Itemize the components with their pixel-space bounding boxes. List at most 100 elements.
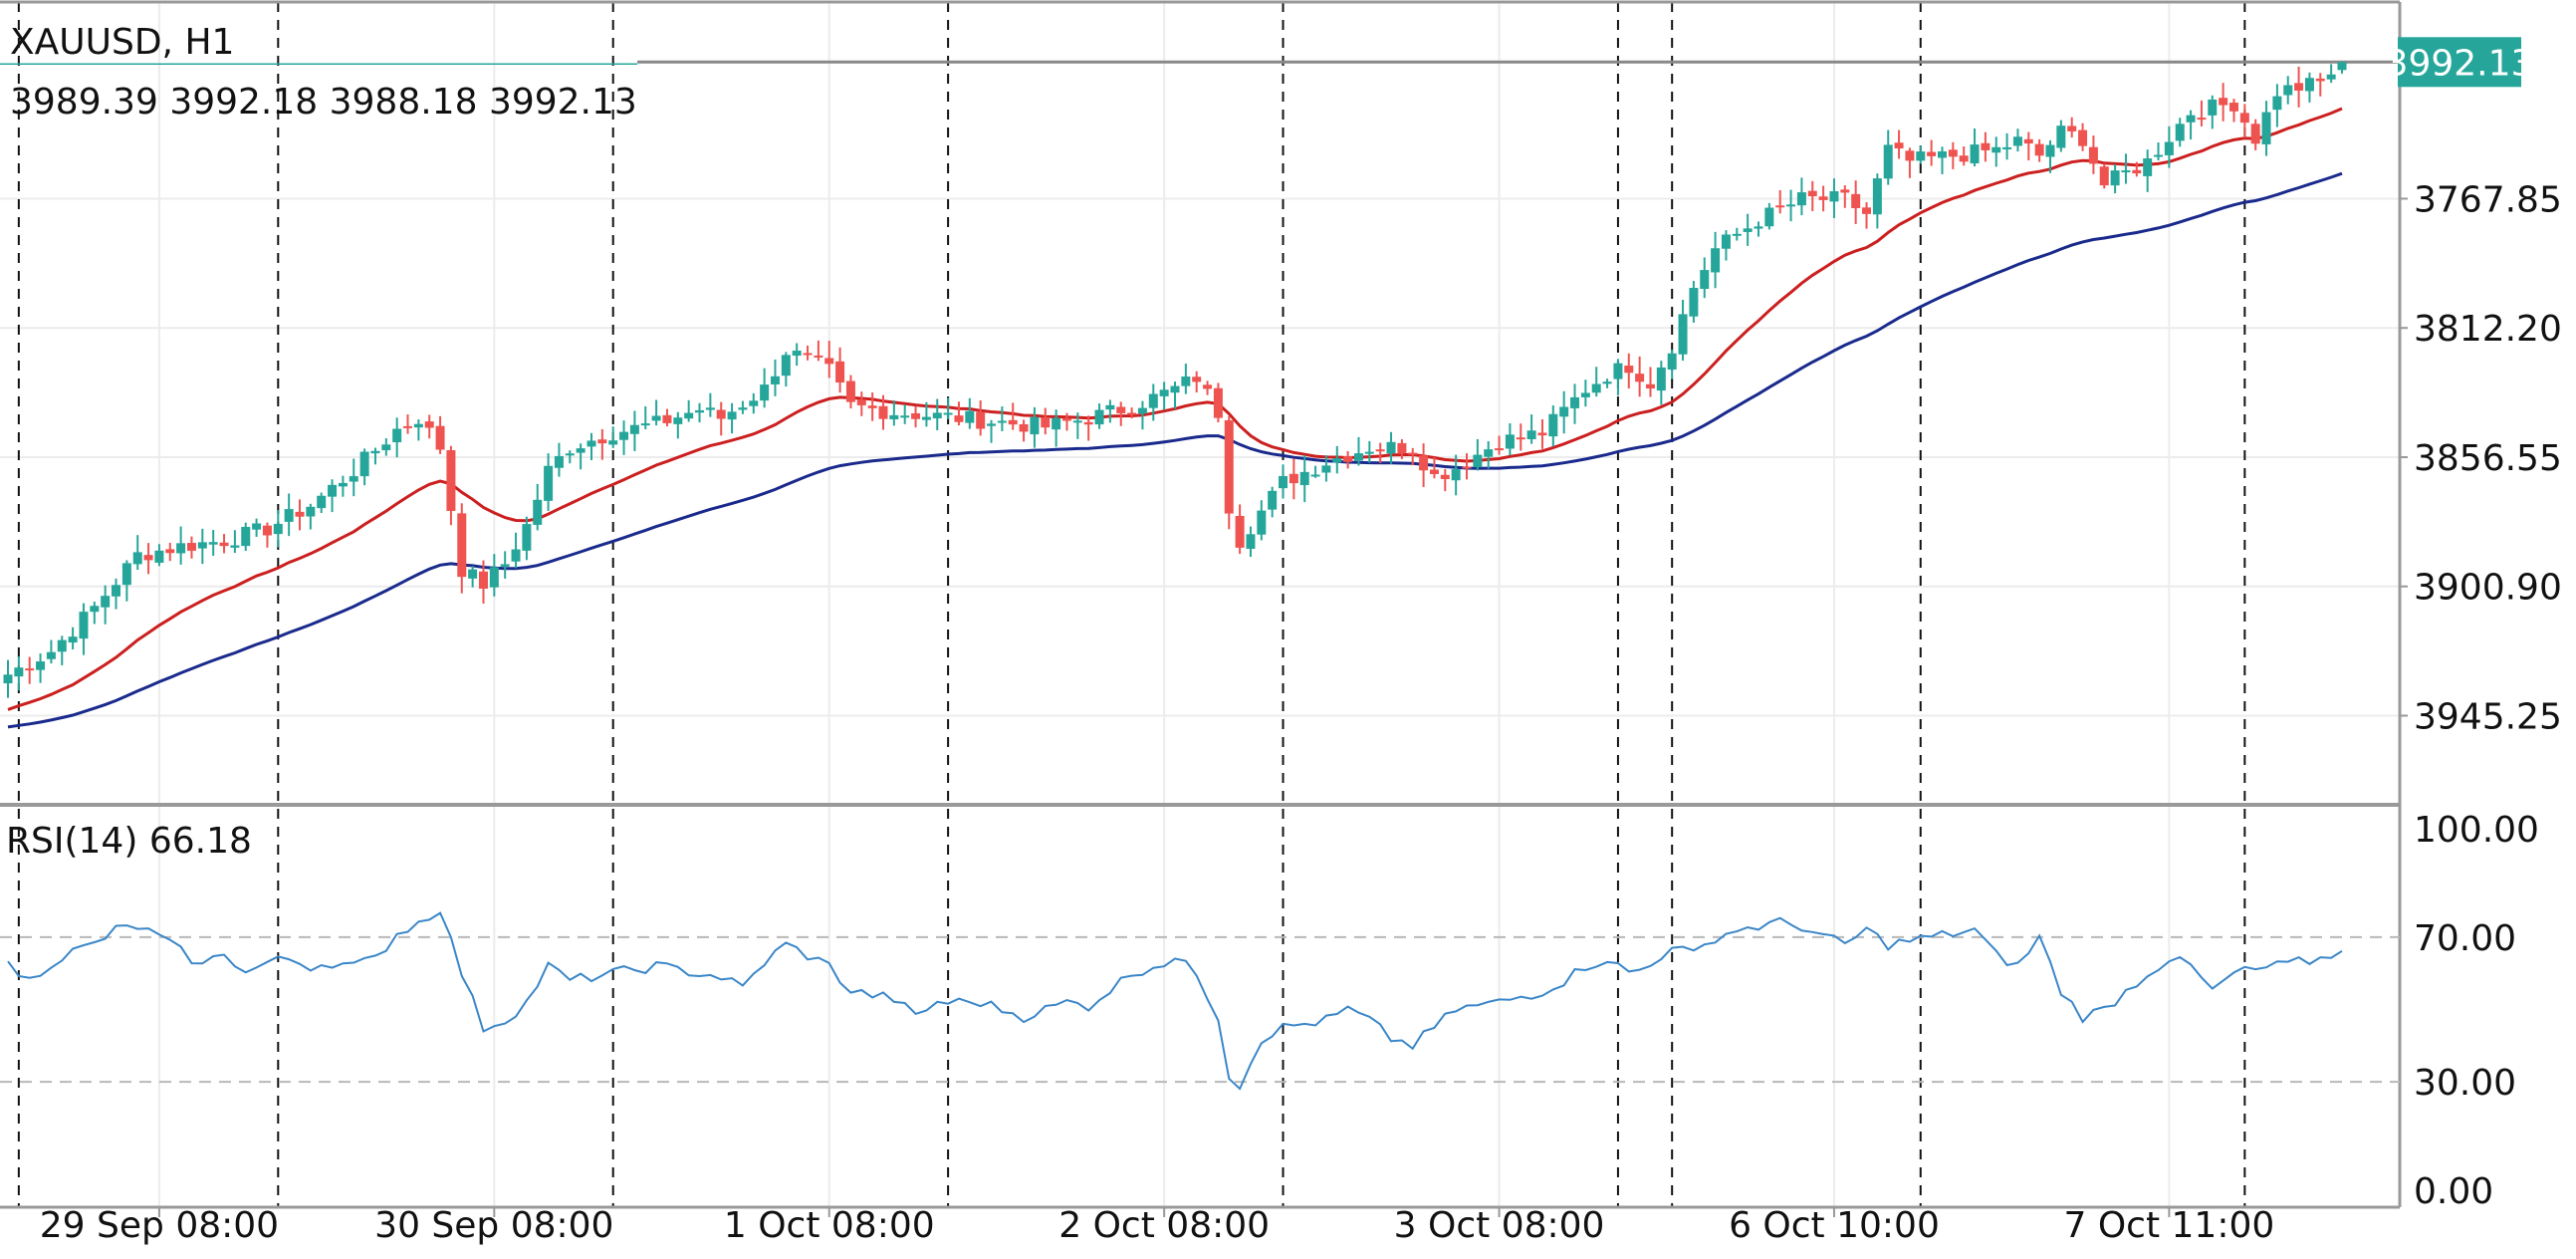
- candle-body: [1116, 406, 1126, 413]
- time-axis: 29 Sep 08:00 30 Sep 08:00 1 Oct 08:00 2 Oct…: [40, 1205, 2274, 1246]
- candle-body: [814, 355, 823, 358]
- candle: [1008, 402, 1018, 430]
- candle-body: [2045, 144, 2055, 157]
- current-price-badge: 3992.13: [2386, 37, 2533, 88]
- candle-body: [14, 667, 24, 677]
- candle-body: [1375, 449, 1385, 452]
- candle-body: [2228, 103, 2238, 112]
- candle: [814, 340, 823, 362]
- price-tick-label: 3812.20: [2414, 309, 2562, 350]
- price-tick-label: 3856.55: [2414, 438, 2562, 479]
- candle: [1937, 146, 1947, 174]
- candle: [1419, 443, 1429, 487]
- candle-body: [533, 499, 543, 525]
- candle: [803, 345, 813, 361]
- candle: [435, 415, 445, 454]
- candle: [878, 394, 888, 430]
- candle: [1537, 418, 1547, 449]
- candle-body: [1364, 451, 1374, 454]
- candle: [1678, 300, 1688, 362]
- candle-body: [640, 423, 650, 426]
- candle-body: [1764, 207, 1774, 227]
- candle: [2110, 163, 2120, 194]
- candle: [1473, 438, 1483, 471]
- candle-body: [1019, 423, 1029, 432]
- candle: [1851, 180, 1861, 224]
- candle-body: [867, 405, 877, 408]
- candle-body: [36, 661, 46, 670]
- candle: [576, 443, 585, 470]
- candle: [608, 426, 618, 448]
- candle: [2002, 132, 2012, 160]
- candle: [900, 404, 910, 424]
- candle-body: [522, 524, 532, 551]
- candle-body: [673, 417, 683, 424]
- candle-body: [576, 448, 585, 453]
- ma-slow-series: [7, 171, 2343, 729]
- candle: [1624, 353, 1634, 388]
- candle: [1203, 380, 1213, 395]
- candle-body: [2099, 166, 2109, 186]
- candle: [684, 399, 694, 422]
- candle-body: [1321, 465, 1331, 473]
- candle-body: [262, 525, 272, 536]
- candle: [1559, 390, 1569, 434]
- candle-body: [1061, 417, 1071, 421]
- candle-body: [1786, 204, 1796, 207]
- candle-body: [1148, 393, 1158, 408]
- candle-body: [1386, 441, 1396, 454]
- time-tick-label: 1 Oct 08:00: [724, 1205, 935, 1246]
- candle: [889, 400, 899, 426]
- candle: [2337, 62, 2347, 74]
- candle-body: [2175, 124, 2185, 141]
- candle-body: [2261, 112, 2271, 144]
- candle: [1019, 419, 1029, 442]
- candle: [695, 402, 705, 423]
- candle-body: [1094, 409, 1104, 425]
- candle: [2154, 141, 2164, 160]
- session-separators: [17, 2, 2246, 1207]
- candle-body: [1279, 475, 1288, 489]
- candle-body: [1905, 150, 1915, 161]
- candle-body: [392, 428, 402, 443]
- candle-body: [845, 380, 855, 402]
- candle-body: [446, 450, 456, 511]
- candle-body: [2219, 98, 2228, 106]
- candle-body: [1948, 149, 1958, 157]
- candle: [1235, 504, 1245, 555]
- candle-body: [1353, 453, 1363, 461]
- candle: [1440, 468, 1450, 492]
- candle-body: [112, 585, 121, 597]
- candle-body: [1851, 193, 1861, 208]
- candle: [1041, 407, 1051, 435]
- candle-body: [3, 674, 13, 684]
- candle-body: [1159, 389, 1169, 396]
- candle: [727, 402, 737, 434]
- candle-body: [2208, 99, 2218, 116]
- candle-body: [695, 409, 705, 413]
- candle-body: [1818, 196, 1828, 200]
- candle: [1462, 453, 1472, 480]
- candle: [413, 419, 423, 441]
- candle: [1613, 359, 1623, 395]
- candle: [208, 530, 218, 556]
- candle-body: [2294, 83, 2304, 91]
- candle: [25, 656, 35, 684]
- candle-body: [1981, 142, 1991, 150]
- candle-body: [1083, 421, 1093, 425]
- candle-body: [792, 351, 802, 357]
- candle-body: [1299, 471, 1309, 486]
- candle: [1246, 526, 1256, 558]
- candle-body: [608, 440, 618, 445]
- candle-body: [132, 552, 142, 565]
- candle-body: [2337, 62, 2347, 71]
- candle-body: [1516, 437, 1525, 440]
- candle: [965, 397, 975, 429]
- candle-body: [208, 542, 218, 545]
- candle: [273, 510, 283, 548]
- candle-body: [468, 569, 478, 579]
- candle-body: [1137, 407, 1147, 414]
- candle: [1970, 127, 1980, 167]
- price-tick-label: 3945.25: [2414, 697, 2562, 738]
- candle: [749, 392, 759, 414]
